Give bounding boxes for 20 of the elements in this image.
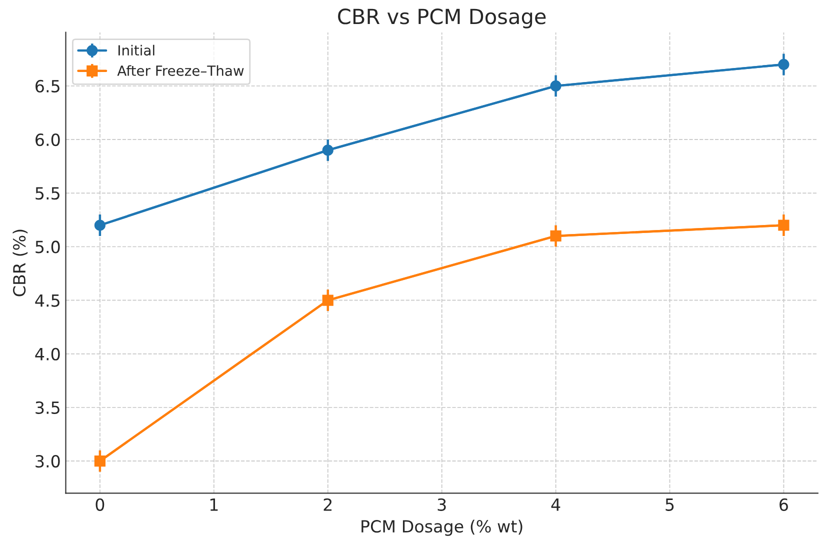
y-tick-label: 6.5 xyxy=(36,80,60,92)
y-tick-label: 4.0 xyxy=(35,348,60,360)
y-tick-label: 4.5 xyxy=(35,294,60,307)
y-tick-label: 3.5 xyxy=(36,401,60,414)
chart-title: CBR vs PCM Dosage xyxy=(338,8,546,28)
x-tick-label: 2 xyxy=(324,498,332,511)
y-tick-label: 3.0 xyxy=(36,454,60,468)
y-tick-label: 5.0 xyxy=(36,240,60,254)
x-tick-label: 3 xyxy=(438,498,446,511)
x-tick-label: 6 xyxy=(780,498,788,511)
x-tick-label: 4 xyxy=(551,498,560,511)
y-tick-label: 6.0 xyxy=(36,133,60,146)
legend-label: After Freeze–Thaw xyxy=(117,65,244,76)
x-tick-label: 1 xyxy=(210,498,218,511)
x-axis-title: PCM Dosage (% wt) xyxy=(362,520,522,536)
x-tick-label: 0 xyxy=(96,498,104,511)
legend-label: Initial xyxy=(118,44,154,56)
y-axis-title: CBR (%) xyxy=(12,230,28,296)
x-tick-label: 5 xyxy=(666,498,674,511)
y-tick-label: 5.5 xyxy=(36,187,60,200)
